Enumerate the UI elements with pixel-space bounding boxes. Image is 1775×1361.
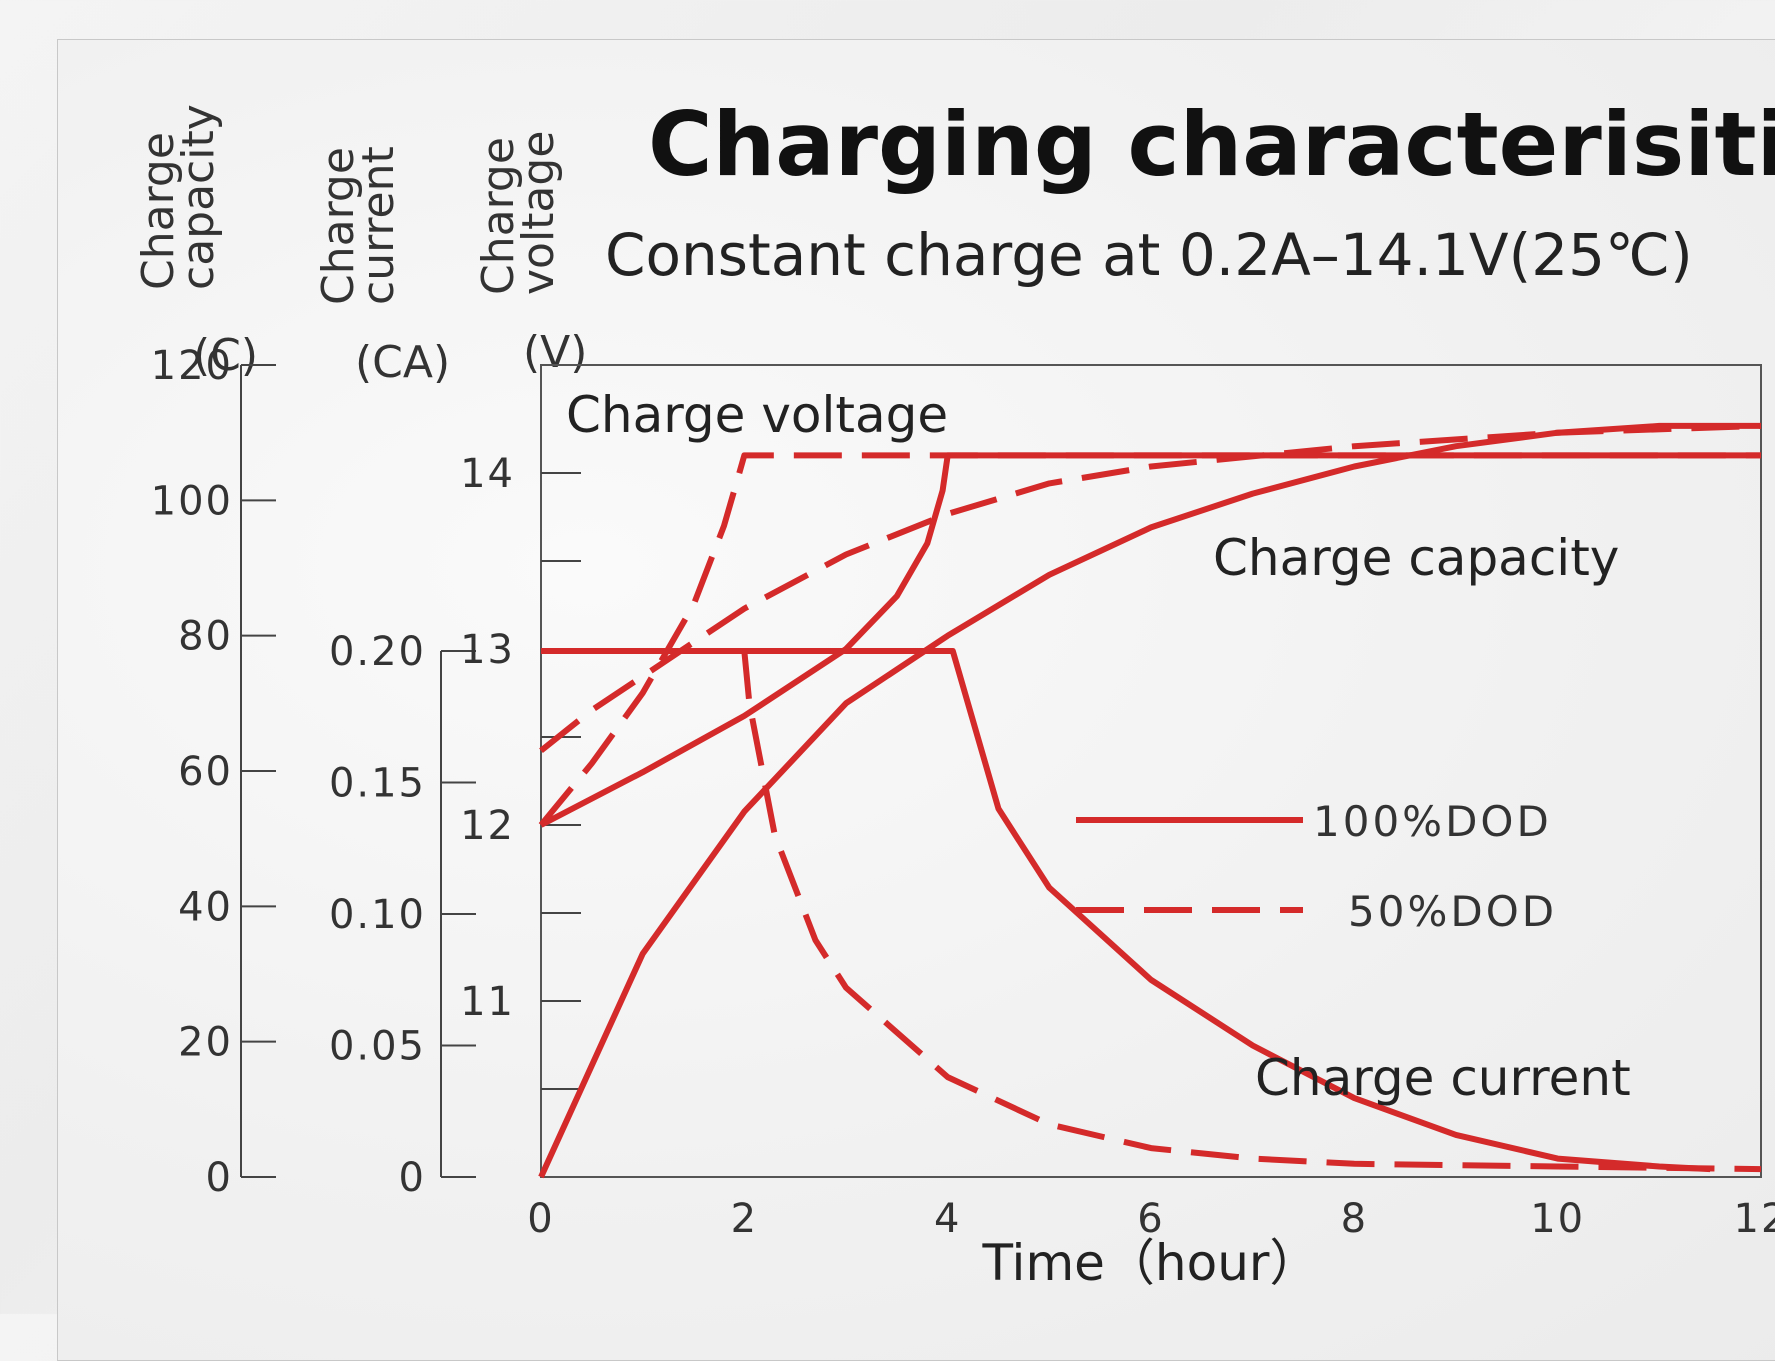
voltage-axis-title: Charge voltage (V) xyxy=(473,131,587,378)
voltage-tick-label: 12 xyxy=(460,803,515,849)
annotation-charge-capacity: Charge capacity xyxy=(1213,529,1619,587)
x-tick-label: 12 xyxy=(1734,1196,1775,1242)
capacity-tick-label: 120 xyxy=(151,343,233,389)
series-layer xyxy=(538,422,1762,1179)
current-tick-label: 0.20 xyxy=(329,629,426,675)
axes-layer: 02040608010012000.050.100.150.2011121314… xyxy=(151,343,1775,1242)
series-current-100dod xyxy=(541,648,1711,1173)
capacity-tick-label: 40 xyxy=(178,884,233,930)
capacity-tick-label: 20 xyxy=(178,1020,233,1066)
annotation-charge-current: Charge current xyxy=(1255,1049,1631,1107)
svg-text:Charge: Charge xyxy=(473,137,524,295)
svg-text:current: current xyxy=(353,146,404,305)
x-tick-label: 0 xyxy=(527,1196,554,1242)
current-axis-title: Charge current (CA) xyxy=(313,146,450,388)
chart-card: Charging characterisitic Constant charge… xyxy=(57,39,1775,1361)
svg-text:(C): (C) xyxy=(193,330,258,381)
x-tick-label: 10 xyxy=(1530,1196,1585,1242)
voltage-tick-label: 11 xyxy=(460,979,515,1025)
x-tick-label: 6 xyxy=(1137,1196,1164,1242)
capacity-tick-label: 0 xyxy=(206,1155,233,1201)
svg-text:Charge: Charge xyxy=(133,132,184,290)
svg-text:voltage: voltage xyxy=(513,131,564,295)
plot-frame xyxy=(540,364,1762,1178)
svg-text:capacity: capacity xyxy=(173,104,224,290)
svg-text:(CA): (CA) xyxy=(355,337,450,388)
chart-svg: Charging characterisitic Constant charge… xyxy=(133,93,1775,1292)
capacity-tick-label: 60 xyxy=(178,749,233,795)
series-current-50dod xyxy=(741,650,1762,1173)
series-capacity-50dod xyxy=(539,422,1762,754)
svg-text:(V): (V) xyxy=(523,327,587,378)
annotation-charge-voltage: Charge voltage xyxy=(566,386,948,444)
current-tick-label: 0.10 xyxy=(329,892,426,938)
capacity-axis-title: Charge capacity (C) xyxy=(133,104,258,381)
capacity-tick-label: 80 xyxy=(178,614,233,660)
voltage-tick-label: 14 xyxy=(460,451,515,497)
x-tick-label: 2 xyxy=(731,1196,758,1242)
x-tick-label: 4 xyxy=(934,1196,961,1242)
x-axis-title: Time（hour） xyxy=(982,1234,1320,1292)
series-voltage-50dod xyxy=(538,452,1761,827)
chart-title: Charging characterisitic xyxy=(648,93,1775,196)
x-tick-label: 8 xyxy=(1341,1196,1368,1242)
capacity-tick-label: 100 xyxy=(151,478,233,524)
voltage-tick-label: 13 xyxy=(460,627,515,673)
series-voltage-100dod xyxy=(539,452,1761,828)
svg-text:Charge: Charge xyxy=(313,147,364,305)
legend-label-50dod: 50%DOD xyxy=(1348,887,1557,936)
current-tick-label: 0.15 xyxy=(329,761,426,807)
legend: 100%DOD 50%DOD xyxy=(1076,797,1557,936)
legend-label-100dod: 100%DOD xyxy=(1313,797,1552,846)
current-tick-label: 0.05 xyxy=(329,1024,426,1070)
current-tick-label: 0 xyxy=(399,1155,426,1201)
chart-subtitle: Constant charge at 0.2A–14.1V(25℃) xyxy=(605,221,1693,289)
